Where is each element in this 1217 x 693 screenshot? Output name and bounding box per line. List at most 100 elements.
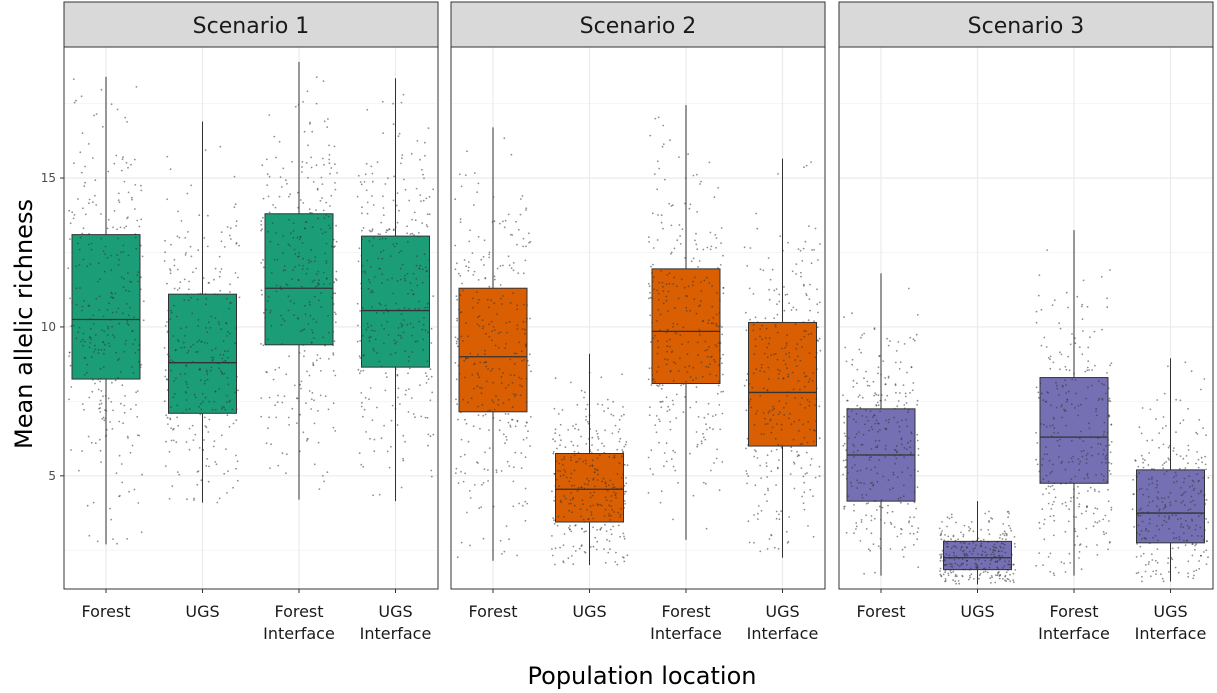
data-point: [504, 442, 506, 445]
data-point: [686, 353, 689, 356]
data-point: [750, 406, 753, 409]
data-point: [214, 461, 217, 463]
data-point: [508, 398, 510, 401]
data-point: [781, 347, 783, 350]
data-point: [302, 265, 304, 267]
data-point: [167, 423, 169, 425]
data-point: [769, 278, 772, 281]
data-point: [327, 331, 330, 334]
data-point: [1187, 560, 1190, 563]
data-point: [760, 477, 762, 479]
data-point: [658, 384, 661, 386]
data-point: [430, 375, 433, 378]
data-point: [597, 449, 599, 451]
data-point: [408, 388, 410, 390]
data-point: [324, 252, 327, 255]
data-point: [274, 206, 277, 209]
data-point: [78, 469, 80, 472]
data-point: [1202, 477, 1205, 479]
data-point: [805, 451, 808, 454]
data-point: [136, 416, 139, 418]
data-point: [1105, 458, 1107, 461]
data-point: [1096, 554, 1099, 556]
data-point: [748, 541, 751, 544]
data-point: [785, 353, 787, 355]
data-point: [1160, 497, 1163, 499]
data-point: [889, 488, 891, 491]
data-point: [204, 380, 207, 382]
data-point: [674, 469, 677, 472]
data-point: [777, 377, 780, 380]
data-point: [815, 352, 818, 354]
data-point: [1105, 454, 1108, 457]
data-point: [525, 377, 528, 380]
data-point: [1035, 564, 1038, 567]
data-point: [1095, 410, 1097, 413]
data-point: [1106, 372, 1108, 374]
data-point: [392, 243, 395, 246]
data-point: [127, 166, 129, 169]
data-point: [794, 396, 796, 399]
data-point: [524, 500, 527, 503]
data-point: [234, 272, 237, 274]
data-point: [623, 445, 626, 448]
data-point: [913, 491, 916, 494]
data-point: [288, 355, 290, 358]
data-point: [1204, 455, 1206, 458]
data-point: [1187, 575, 1190, 578]
data-point: [1162, 416, 1165, 418]
data-point: [260, 397, 263, 399]
data-point: [1145, 529, 1147, 532]
data-point: [371, 195, 373, 197]
data-point: [915, 333, 918, 336]
data-point: [909, 516, 911, 519]
data-point: [235, 242, 238, 244]
data-point: [869, 410, 872, 413]
data-point: [975, 563, 978, 566]
data-point: [187, 231, 189, 233]
data-point: [816, 303, 819, 306]
data-point: [222, 340, 225, 342]
data-point: [707, 319, 710, 321]
data-point: [795, 263, 798, 265]
data-point: [424, 154, 426, 157]
data-point: [467, 261, 470, 263]
data-point: [520, 452, 523, 454]
data-point: [705, 276, 708, 279]
data-point: [620, 476, 623, 479]
data-point: [308, 208, 311, 211]
data-point: [670, 252, 672, 255]
data-point: [166, 353, 169, 356]
data-point: [117, 307, 120, 310]
data-point: [963, 524, 966, 527]
data-point: [692, 379, 694, 382]
data-point: [764, 317, 767, 320]
data-point: [784, 294, 787, 296]
data-point: [102, 366, 105, 368]
data-point: [603, 445, 605, 447]
data-point: [651, 374, 654, 376]
data-point: [404, 279, 407, 282]
data-point: [790, 423, 793, 426]
data-point: [210, 315, 213, 318]
data-point: [874, 466, 876, 469]
data-point: [456, 345, 459, 348]
data-point: [1052, 463, 1054, 466]
data-point: [334, 188, 337, 191]
data-point: [616, 563, 619, 566]
data-point: [334, 278, 337, 280]
data-point: [201, 393, 204, 395]
data-point: [369, 437, 371, 440]
data-point: [592, 517, 594, 520]
data-point: [716, 448, 718, 451]
data-point: [467, 440, 470, 443]
data-point: [1009, 573, 1011, 576]
data-point: [398, 251, 401, 254]
data-point: [715, 374, 718, 377]
data-point: [745, 470, 748, 472]
data-point: [372, 291, 374, 294]
data-point: [117, 199, 120, 202]
data-point: [190, 345, 192, 348]
data-point: [1139, 545, 1142, 548]
x-tick-label-line2: Interface: [360, 624, 432, 643]
